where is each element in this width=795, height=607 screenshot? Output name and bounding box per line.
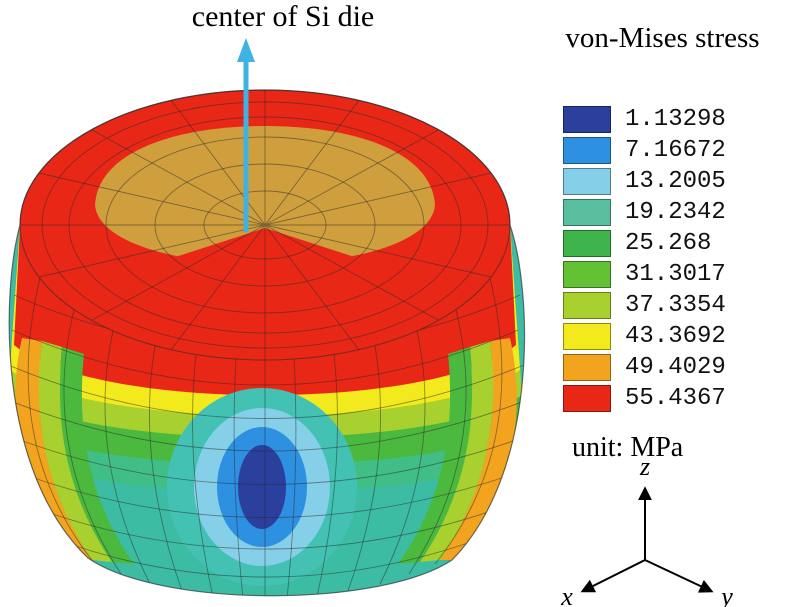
legend-value: 43.3692 xyxy=(625,323,726,350)
legend-value: 37.3354 xyxy=(625,292,726,319)
axis-x-arrow xyxy=(580,559,646,593)
legend-item: 13.2005 xyxy=(563,168,726,195)
fea-model-canvas xyxy=(8,38,526,597)
legend-value: 19.2342 xyxy=(625,199,726,226)
legend-swatch xyxy=(563,199,611,226)
unit-label: unit: MPa xyxy=(572,432,684,463)
legend-item: 43.3692 xyxy=(563,323,726,350)
legend-item: 7.16672 xyxy=(563,137,726,164)
axes-triad: z x y xyxy=(560,455,733,607)
legend-list: 1.13298 7.16672 13.2005 19.2342 25.268 3… xyxy=(563,106,726,412)
legend-item: 19.2342 xyxy=(563,199,726,226)
legend-value: 49.4029 xyxy=(625,354,726,381)
legend-item: 49.4029 xyxy=(563,354,726,381)
legend-title: von-Mises stress xyxy=(565,22,760,54)
legend-item: 37.3354 xyxy=(563,292,726,319)
legend-swatch xyxy=(563,106,611,133)
bump-top-face xyxy=(19,89,511,361)
axis-z-label: z xyxy=(639,455,650,481)
legend-value: 55.4367 xyxy=(625,385,726,412)
legend-swatch xyxy=(563,168,611,195)
edge-bands-right xyxy=(398,338,517,564)
center-arrow-head-icon xyxy=(237,38,255,62)
legend-value: 25.268 xyxy=(625,230,712,257)
annotation-label: center of Si die xyxy=(191,0,375,33)
axis-y-arrow xyxy=(644,559,714,593)
legend-item: 31.3017 xyxy=(563,261,726,288)
axis-x-label: x xyxy=(560,582,573,607)
center-arrow xyxy=(237,38,255,232)
legend-swatch xyxy=(563,230,611,257)
legend-swatch xyxy=(563,292,611,319)
legend-swatch xyxy=(563,261,611,288)
legend-value: 31.3017 xyxy=(625,261,726,288)
legend-swatch xyxy=(563,354,611,381)
legend-value: 1.13298 xyxy=(625,106,726,133)
edge-bands-left xyxy=(15,338,135,564)
legend-item: 25.268 xyxy=(563,230,726,257)
legend-swatch xyxy=(563,323,611,350)
legend-swatch xyxy=(563,385,611,412)
axis-y-label: y xyxy=(718,582,733,607)
legend-value: 7.16672 xyxy=(625,137,726,164)
bump-outline xyxy=(8,89,526,597)
legend-swatch xyxy=(563,137,611,164)
legend-value: 13.2005 xyxy=(625,168,726,195)
top-mesh xyxy=(20,90,510,360)
legend-item: 1.13298 xyxy=(563,106,726,133)
legend-item: 55.4367 xyxy=(563,385,726,412)
